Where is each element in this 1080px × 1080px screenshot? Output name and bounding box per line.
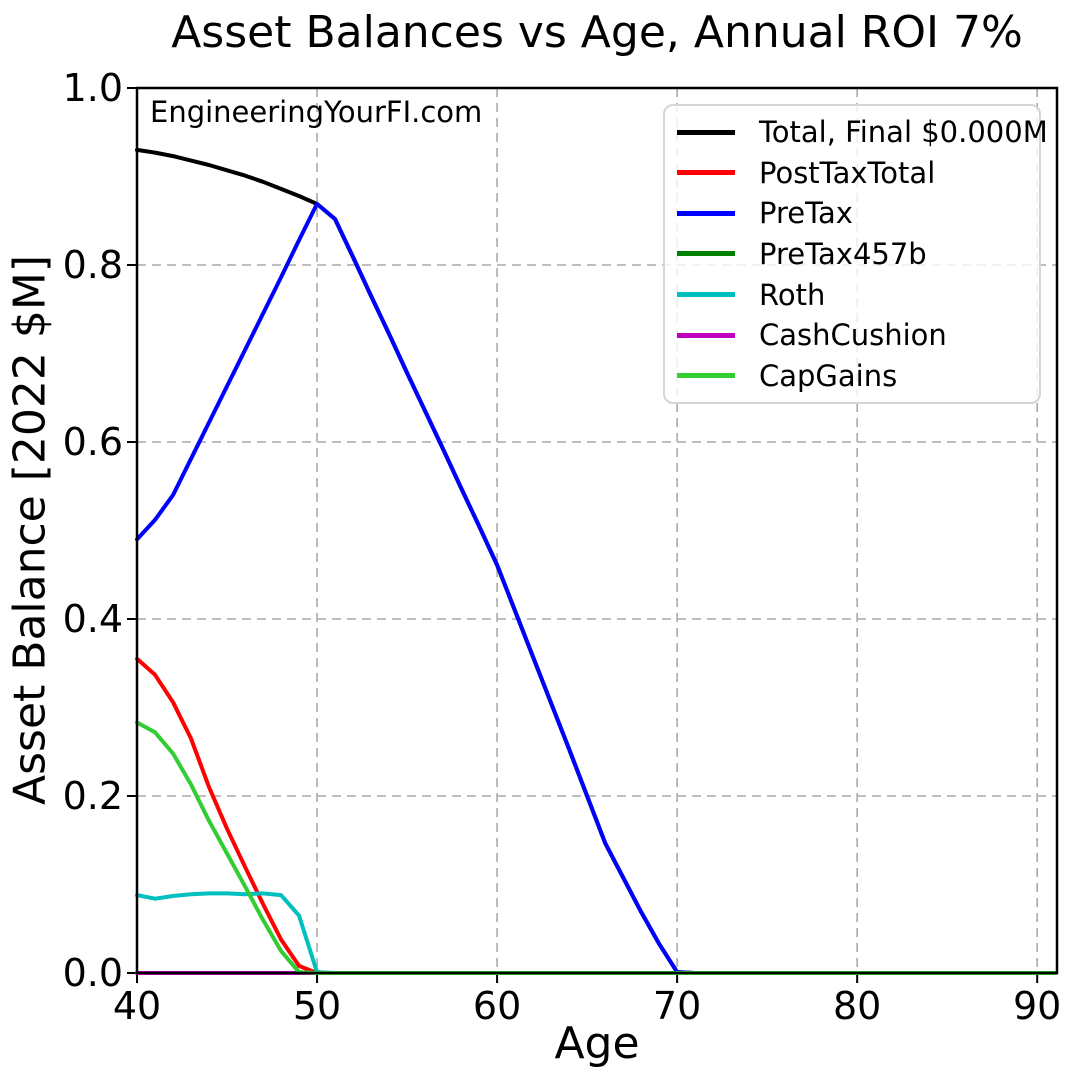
x-tick-label: 80 xyxy=(832,984,882,1028)
legend-label: Total, Final $0.000M xyxy=(759,115,1048,150)
x-tick-label: 60 xyxy=(472,984,522,1028)
series-line-capgains xyxy=(135,720,1058,975)
legend-line-swatch xyxy=(677,251,735,257)
legend-line-swatch xyxy=(677,373,735,379)
series-line-roth xyxy=(135,891,1058,975)
legend-label: PreTax xyxy=(759,196,853,231)
chart-title: Asset Balances vs Age, Annual ROI 7% xyxy=(171,7,1023,58)
legend-label: PostTaxTotal xyxy=(759,155,936,190)
x-tick-label: 50 xyxy=(292,984,342,1028)
legend-row: PreTax xyxy=(665,193,1039,233)
legend-line-swatch xyxy=(677,129,735,135)
legend-row: Roth xyxy=(665,275,1039,315)
y-tick-label: 0.6 xyxy=(62,420,123,464)
legend-line-swatch xyxy=(677,292,735,298)
y-tick-label: 0.4 xyxy=(62,597,123,641)
axes-spines xyxy=(135,86,1059,975)
x-tick-label: 40 xyxy=(112,984,162,1028)
legend-row: Total, Final $0.000M xyxy=(665,112,1048,152)
watermark-text: EngineeringYourFI.com xyxy=(150,95,483,129)
x-axis-label: Age xyxy=(554,1018,640,1069)
x-tick-label: 70 xyxy=(652,984,702,1028)
legend-line-swatch xyxy=(677,170,735,176)
legend-row: PostTaxTotal xyxy=(665,153,1039,193)
legend-label: Roth xyxy=(759,277,826,312)
legend: Total, Final $0.000M PostTaxTotal PreTax Pr… xyxy=(663,104,1048,404)
x-tick-label: 90 xyxy=(1013,984,1062,1028)
legend-label: PreTax457b xyxy=(759,236,927,271)
y-axis-label: Asset Balance [2022 $M] xyxy=(4,255,56,805)
y-tick-label: 0.8 xyxy=(62,243,123,287)
legend-line-swatch xyxy=(677,332,735,338)
legend-row: PreTax457b xyxy=(665,234,1039,274)
legend-line-swatch xyxy=(677,210,735,216)
legend-row: CapGains xyxy=(665,356,1039,396)
y-tick-label: 1.0 xyxy=(62,66,123,110)
y-tick-label: 0.2 xyxy=(62,774,123,818)
y-tick-label: 0.0 xyxy=(62,951,123,995)
legend-label: CapGains xyxy=(759,358,898,393)
legend-row: CashCushion xyxy=(665,315,1039,355)
legend-label: CashCushion xyxy=(759,318,947,353)
